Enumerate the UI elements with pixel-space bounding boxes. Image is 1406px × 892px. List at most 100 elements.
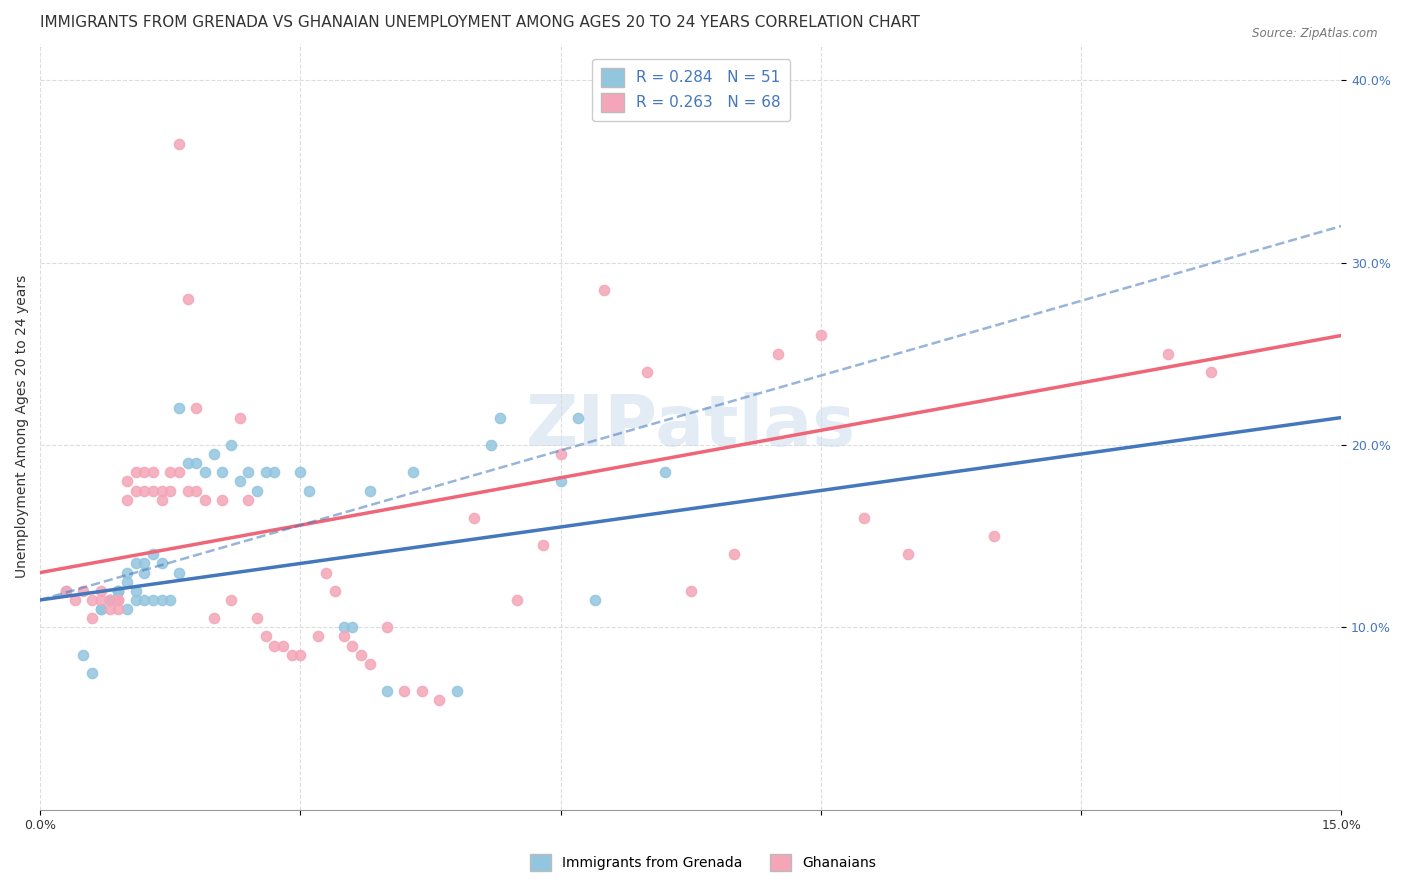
Point [723, 547, 745, 561]
Point [186, 483, 208, 498]
Point [55, 583, 77, 598]
Point [238, 465, 260, 479]
Point [853, 511, 876, 525]
Point [98, 602, 121, 616]
Point [263, 465, 285, 479]
Point [194, 492, 217, 507]
Point [90, 602, 112, 616]
Point [342, 620, 364, 634]
Point [167, 401, 190, 416]
Point [90, 583, 112, 598]
Point [350, 648, 373, 662]
Point [72, 583, 94, 598]
Point [427, 693, 450, 707]
Point [124, 593, 146, 607]
Point [134, 465, 156, 479]
Point [359, 483, 381, 498]
Point [342, 639, 364, 653]
Point [375, 684, 398, 698]
Point [298, 483, 321, 498]
Point [124, 557, 146, 571]
Point [307, 629, 329, 643]
Point [134, 557, 156, 571]
Point [1157, 347, 1180, 361]
Point [98, 593, 121, 607]
Point [107, 602, 129, 616]
Point [567, 410, 589, 425]
Point [167, 465, 190, 479]
Point [134, 593, 156, 607]
Point [98, 593, 121, 607]
Point [115, 475, 138, 489]
Point [211, 492, 233, 507]
Text: IMMIGRANTS FROM GRENADA VS GHANAIAN UNEMPLOYMENT AMONG AGES 20 TO 24 YEARS CORRE: IMMIGRANTS FROM GRENADA VS GHANAIAN UNEM… [41, 15, 920, 30]
Point [72, 648, 94, 662]
Point [115, 574, 138, 589]
Text: Source: ZipAtlas.com: Source: ZipAtlas.com [1253, 27, 1378, 40]
Point [107, 583, 129, 598]
Point [159, 465, 181, 479]
Point [446, 684, 468, 698]
Point [246, 611, 269, 625]
Point [176, 483, 198, 498]
Point [254, 465, 277, 479]
Point [810, 328, 832, 343]
Point [202, 447, 225, 461]
Point [134, 483, 156, 498]
Point [228, 410, 250, 425]
Point [531, 538, 554, 552]
Point [107, 593, 129, 607]
Point [159, 483, 181, 498]
Point [82, 611, 104, 625]
Point [142, 547, 165, 561]
Point [202, 611, 225, 625]
Point [115, 566, 138, 580]
Legend: Immigrants from Grenada, Ghanaians: Immigrants from Grenada, Ghanaians [524, 848, 882, 876]
Point [1201, 365, 1223, 379]
Point [315, 566, 337, 580]
Point [375, 620, 398, 634]
Point [176, 456, 198, 470]
Point [550, 475, 572, 489]
Point [150, 557, 173, 571]
Point [219, 438, 242, 452]
Point [55, 583, 77, 598]
Point [211, 465, 233, 479]
Point [228, 475, 250, 489]
Point [150, 593, 173, 607]
Point [394, 684, 416, 698]
Point [142, 465, 165, 479]
Point [219, 593, 242, 607]
Point [115, 492, 138, 507]
Point [654, 465, 676, 479]
Point [323, 583, 346, 598]
Point [150, 492, 173, 507]
Point [359, 657, 381, 671]
Point [636, 365, 658, 379]
Point [983, 529, 1005, 543]
Point [142, 593, 165, 607]
Point [176, 292, 198, 306]
Point [90, 593, 112, 607]
Point [489, 410, 512, 425]
Point [479, 438, 502, 452]
Point [679, 583, 702, 598]
Point [246, 483, 269, 498]
Point [82, 665, 104, 680]
Point [463, 511, 485, 525]
Point [186, 401, 208, 416]
Point [263, 639, 285, 653]
Point [63, 593, 86, 607]
Point [98, 593, 121, 607]
Point [159, 593, 181, 607]
Point [254, 629, 277, 643]
Y-axis label: Unemployment Among Ages 20 to 24 years: Unemployment Among Ages 20 to 24 years [15, 275, 30, 578]
Point [402, 465, 425, 479]
Point [506, 593, 529, 607]
Point [115, 602, 138, 616]
Point [897, 547, 920, 561]
Point [411, 684, 433, 698]
Point [332, 620, 354, 634]
Point [186, 456, 208, 470]
Point [134, 566, 156, 580]
